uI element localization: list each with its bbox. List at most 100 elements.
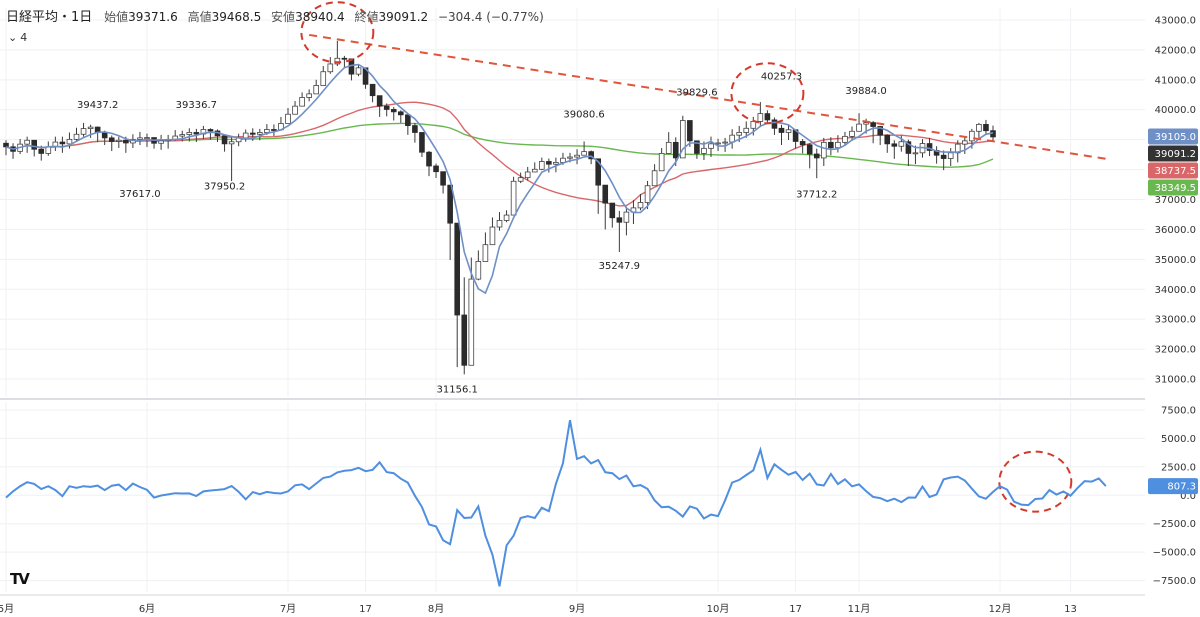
time-tick-label: 17 (359, 604, 372, 615)
price-annotation: 37712.2 (796, 190, 837, 201)
candle-body (637, 202, 644, 209)
time-tick-label: 7月 (280, 603, 296, 615)
candle-body (539, 161, 545, 170)
candle-body (898, 141, 905, 147)
time-tick-label: 5月 (0, 603, 14, 615)
candle-body (665, 141, 672, 154)
candle-body (602, 184, 609, 204)
logo-text: TV (10, 570, 30, 588)
candle-body (419, 132, 425, 153)
candle-body (285, 113, 291, 124)
low-value: 38940.4 (295, 10, 345, 24)
candle-body (144, 137, 150, 139)
candle-body (553, 162, 559, 165)
candle-body (672, 141, 679, 159)
candle-body (454, 222, 460, 316)
candle-body (433, 165, 439, 173)
time-tick-label: 11月 (848, 603, 871, 615)
price-tag-text: 39091.2 (1155, 149, 1196, 160)
candle-body (849, 130, 855, 137)
price-tag-text: 38349.5 (1155, 183, 1196, 194)
candle-body (680, 120, 686, 159)
indicator-toggle[interactable]: ⌄ 4 (8, 28, 38, 46)
candle-body (870, 122, 876, 127)
close-value: 39091.2 (378, 10, 429, 24)
candle-body (813, 153, 820, 159)
oscillator-line (5, 420, 1107, 587)
price-annotation: 39080.6 (563, 110, 604, 121)
candle-body (299, 97, 305, 107)
candle-body (940, 154, 947, 159)
candle-body (87, 126, 94, 129)
candle-body (821, 141, 827, 159)
price-tick-label: 32000.0 (1155, 345, 1196, 356)
candle-body (390, 109, 397, 113)
candle-body (757, 113, 764, 122)
candle-body (475, 261, 482, 280)
price-tick-label: 37000.0 (1155, 195, 1196, 206)
osc-tag (1148, 478, 1198, 495)
candle-body (186, 132, 193, 135)
candle-body (828, 141, 834, 149)
candle-body (496, 220, 503, 228)
tradingview-logo[interactable]: TV (10, 570, 36, 590)
open-label: 始値 (104, 10, 129, 24)
oscillator-axis[interactable]: −7500.0 −5000.0 −2500.0 0.0 2500.0 5000.0 7500… (1153, 405, 1196, 587)
candle-body (405, 114, 411, 126)
candle-body (369, 83, 376, 97)
symbol-title[interactable]: 日経平均・1日 (6, 10, 93, 25)
price-annotation: 37950.2 (204, 182, 245, 193)
candle-body (969, 130, 975, 142)
time-tick-label: 8月 (428, 603, 444, 615)
price-annotation: 39336.7 (176, 100, 217, 111)
price-annotation: 37617.0 (119, 189, 160, 200)
price-tick-label: 40000.0 (1155, 105, 1196, 116)
candle-body (799, 141, 806, 146)
candle-body (38, 148, 45, 154)
candle-body (207, 129, 214, 132)
price-annotation: 39437.2 (77, 100, 118, 111)
candle-body (108, 137, 115, 142)
candle-body (574, 154, 580, 158)
candle-body (517, 177, 524, 182)
grid-lines (0, 8, 1145, 592)
candle-body (179, 134, 186, 137)
candle-body (644, 185, 651, 203)
candle-body (80, 128, 87, 135)
candle-body (722, 141, 728, 144)
price-tick-label: 33000.0 (1155, 315, 1196, 326)
candle-body (595, 158, 601, 186)
candle-body (785, 129, 792, 133)
price-tag (1148, 128, 1198, 145)
candle-body (306, 93, 312, 98)
time-tick-label: 17 (789, 604, 802, 615)
price-annotation: 35247.9 (599, 261, 640, 272)
candle-body (905, 141, 912, 154)
candle-body (327, 63, 334, 73)
candle-body (3, 142, 9, 148)
candle-body (24, 139, 30, 145)
candle-body (249, 132, 256, 135)
oscillator-series (5, 420, 1107, 587)
price-axis[interactable]: 31000.0 32000.0 33000.0 34000.0 35000.0 36000… (1155, 15, 1196, 385)
price-tick-label: 43000.0 (1155, 15, 1196, 26)
candle-body (764, 113, 771, 121)
price-tag-text: 39105.0 (1155, 132, 1196, 143)
candle-body (658, 153, 665, 172)
candle-body (31, 139, 37, 150)
candle-body (468, 278, 475, 366)
price-annotation: 39884.0 (845, 86, 886, 97)
candle-body (609, 202, 616, 219)
candle-body (962, 140, 968, 145)
osc-tick-label: −7500.0 (1153, 576, 1196, 587)
candle-body (158, 140, 164, 144)
candle-body (137, 137, 143, 140)
osc-tick-label: −5000.0 (1153, 548, 1196, 559)
time-axis[interactable]: 5月 6月 7月 17 8月 9月 10月 17 11月 12月 13 (0, 603, 1077, 615)
candle-body (447, 184, 453, 224)
change-value: −304.4 (−0.77%) (437, 10, 544, 24)
time-tick-label: 13 (1064, 604, 1077, 615)
close-label: 終値 (354, 10, 379, 24)
ma-short-line (5, 63, 994, 295)
